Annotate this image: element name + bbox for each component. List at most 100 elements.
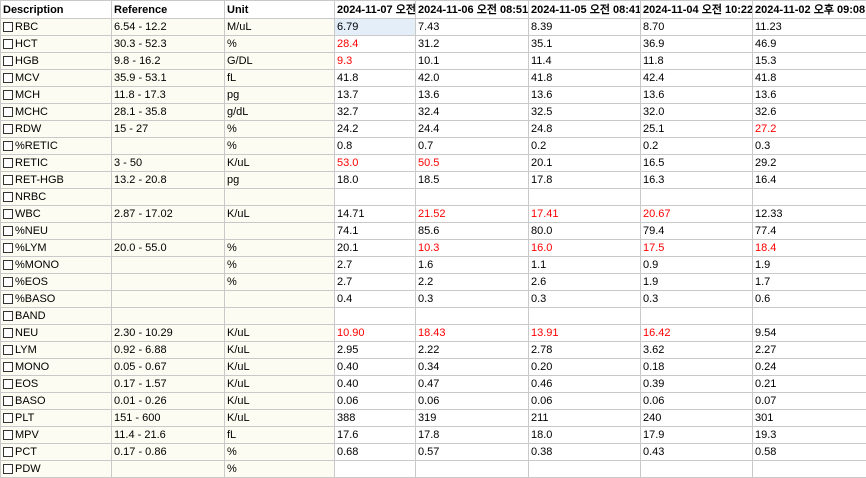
header-reference[interactable]: Reference [112,1,225,19]
value-cell[interactable]: 13.91 [529,325,641,342]
value-cell[interactable]: 29.2 [753,155,866,172]
value-cell[interactable]: 17.8 [416,427,529,444]
value-cell[interactable]: 2.7 [335,257,416,274]
value-cell[interactable]: 20.1 [335,240,416,257]
value-cell[interactable]: 3.62 [641,342,753,359]
value-cell[interactable]: 17.41 [529,206,641,223]
value-cell[interactable]: 16.42 [641,325,753,342]
value-cell[interactable]: 19.3 [753,427,866,444]
value-cell[interactable]: 10.1 [416,53,529,70]
row-checkbox[interactable] [3,430,13,440]
value-cell[interactable]: 32.5 [529,104,641,121]
value-cell[interactable]: 6.79 [335,19,416,36]
value-cell[interactable]: 0.18 [641,359,753,376]
value-cell[interactable]: 32.4 [416,104,529,121]
value-cell[interactable]: 2.6 [529,274,641,291]
value-cell[interactable]: 16.3 [641,172,753,189]
value-cell[interactable]: 16.0 [529,240,641,257]
value-cell[interactable]: 0.20 [529,359,641,376]
value-cell[interactable]: 0.3 [641,291,753,308]
table-row[interactable]: PDW% [1,461,866,478]
value-cell[interactable]: 10.3 [416,240,529,257]
value-cell[interactable]: 24.8 [529,121,641,138]
header-date-2[interactable]: 2024-11-06 오전 08:51 [416,1,529,19]
row-checkbox[interactable] [3,158,13,168]
row-checkbox[interactable] [3,464,13,474]
value-cell[interactable]: 10.90 [335,325,416,342]
value-cell[interactable]: 9.54 [753,325,866,342]
value-cell[interactable]: 1.9 [753,257,866,274]
value-cell[interactable]: 85.6 [416,223,529,240]
value-cell[interactable]: 0.39 [641,376,753,393]
value-cell[interactable]: 11.8 [641,53,753,70]
value-cell[interactable]: 80.0 [529,223,641,240]
value-cell[interactable]: 32.6 [753,104,866,121]
value-cell[interactable]: 7.43 [416,19,529,36]
value-cell[interactable]: 2.95 [335,342,416,359]
value-cell[interactable]: 79.4 [641,223,753,240]
value-cell[interactable]: 2.7 [335,274,416,291]
row-checkbox[interactable] [3,294,13,304]
value-cell[interactable]: 18.5 [416,172,529,189]
value-cell[interactable] [753,189,866,206]
row-checkbox[interactable] [3,73,13,83]
value-cell[interactable]: 32.0 [641,104,753,121]
value-cell[interactable]: 0.58 [753,444,866,461]
value-cell[interactable]: 8.70 [641,19,753,36]
value-cell[interactable]: 0.43 [641,444,753,461]
value-cell[interactable]: 0.06 [641,393,753,410]
value-cell[interactable] [416,461,529,478]
value-cell[interactable]: 14.71 [335,206,416,223]
value-cell[interactable]: 11.23 [753,19,866,36]
value-cell[interactable]: 18.0 [335,172,416,189]
value-cell[interactable]: 0.6 [753,291,866,308]
row-checkbox[interactable] [3,396,13,406]
value-cell[interactable]: 0.3 [753,138,866,155]
row-checkbox[interactable] [3,413,13,423]
value-cell[interactable]: 17.5 [641,240,753,257]
value-cell[interactable]: 0.06 [416,393,529,410]
value-cell[interactable]: 13.6 [416,87,529,104]
row-checkbox[interactable] [3,243,13,253]
value-cell[interactable]: 42.4 [641,70,753,87]
value-cell[interactable]: 0.07 [753,393,866,410]
row-checkbox[interactable] [3,22,13,32]
value-cell[interactable]: 27.2 [753,121,866,138]
value-cell[interactable]: 9.3 [335,53,416,70]
row-checkbox[interactable] [3,379,13,389]
value-cell[interactable]: 0.40 [335,359,416,376]
value-cell[interactable]: 2.2 [416,274,529,291]
value-cell[interactable]: 0.2 [529,138,641,155]
value-cell[interactable]: 0.47 [416,376,529,393]
value-cell[interactable]: 24.4 [416,121,529,138]
value-cell[interactable]: 13.7 [335,87,416,104]
value-cell[interactable]: 1.1 [529,257,641,274]
value-cell[interactable]: 20.67 [641,206,753,223]
value-cell[interactable]: 77.4 [753,223,866,240]
value-cell[interactable]: 28.4 [335,36,416,53]
value-cell[interactable] [416,189,529,206]
value-cell[interactable]: 0.21 [753,376,866,393]
value-cell[interactable]: 42.0 [416,70,529,87]
header-date-5[interactable]: 2024-11-02 오후 09:08 [753,1,866,19]
value-cell[interactable]: 35.1 [529,36,641,53]
value-cell[interactable]: 18.43 [416,325,529,342]
value-cell[interactable]: 8.39 [529,19,641,36]
header-description[interactable]: Description [1,1,112,19]
value-cell[interactable]: 0.06 [529,393,641,410]
value-cell[interactable]: 53.0 [335,155,416,172]
value-cell[interactable]: 74.1 [335,223,416,240]
row-checkbox[interactable] [3,260,13,270]
